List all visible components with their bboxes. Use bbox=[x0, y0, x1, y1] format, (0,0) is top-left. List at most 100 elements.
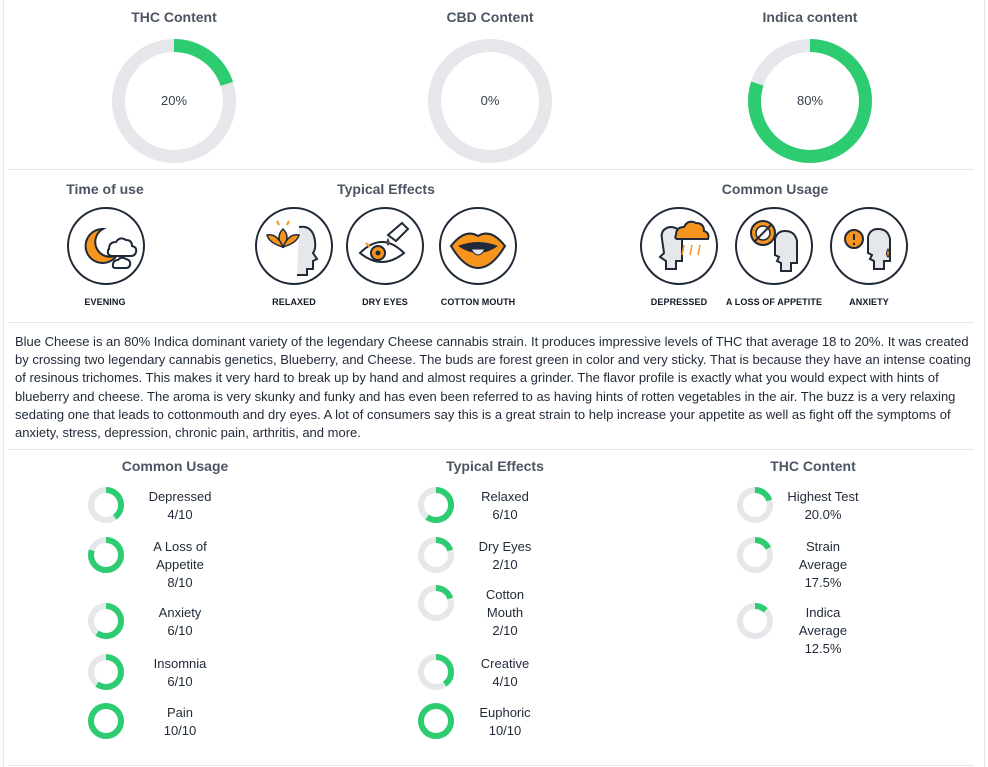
rating-ring-svg bbox=[88, 703, 124, 739]
rating-value: 2/10 bbox=[492, 557, 518, 572]
rating-label: Cotton Mouth 2/10 bbox=[455, 586, 555, 640]
rating-ring bbox=[737, 603, 773, 639]
cbd-percent: 0% bbox=[480, 93, 500, 108]
rating-ring-svg bbox=[418, 703, 454, 739]
big-ring-1-track bbox=[428, 39, 552, 163]
dry-eyes-icon-circle bbox=[346, 207, 424, 285]
strain-description: Blue Cheese is an 80% Indica dominant va… bbox=[15, 334, 971, 441]
divider-2 bbox=[8, 322, 974, 323]
rating-name: Average bbox=[798, 623, 848, 638]
rating-value: 4/10 bbox=[167, 507, 193, 522]
depressed-label: DEPRESSED bbox=[650, 297, 708, 307]
rating-ring-fill bbox=[88, 703, 124, 739]
anxiety-icon-circle bbox=[830, 207, 908, 285]
rating-ring bbox=[88, 487, 124, 523]
rating-name: Relaxed bbox=[481, 489, 529, 504]
ratings-typical-effects-title: Typical Effects bbox=[446, 458, 544, 474]
rating-ring-fill bbox=[737, 487, 773, 523]
ratings-common-usage-title: Common Usage bbox=[121, 458, 229, 474]
rating-ring-svg bbox=[418, 487, 454, 523]
common-usage-icons-title: Common Usage bbox=[721, 181, 829, 197]
indica-content-title: Indica content bbox=[762, 9, 858, 25]
rating-value: 10/10 bbox=[488, 723, 522, 738]
rating-value: 20.0% bbox=[804, 507, 842, 522]
typical-effects-icons-title: Typical Effects bbox=[337, 181, 435, 197]
cotton-mouth-label: COTTON MOUTH bbox=[440, 297, 516, 307]
relaxed-label: RELAXED bbox=[272, 297, 316, 307]
rating-label: Euphoric 10/10 bbox=[455, 704, 555, 740]
no-food-head-icon bbox=[750, 220, 798, 272]
big-ring-0-fill bbox=[112, 39, 236, 163]
cbd-donut: 0% bbox=[428, 39, 552, 163]
cbd-content-title: CBD Content bbox=[446, 9, 534, 25]
time-of-use-title: Time of use bbox=[66, 181, 144, 197]
rating-value: 6/10 bbox=[492, 507, 518, 522]
rating-name: Euphoric bbox=[479, 705, 531, 720]
rating-label: Creative 4/10 bbox=[455, 655, 555, 691]
cotton-mouth-icon-circle bbox=[439, 207, 517, 285]
evening-icon-circle bbox=[67, 207, 145, 285]
rating-ring bbox=[88, 603, 124, 639]
lotus-head-icon bbox=[266, 220, 319, 276]
rating-ring-svg bbox=[737, 603, 773, 639]
rating-name: Cotton bbox=[485, 587, 525, 602]
thc-content-title: THC Content bbox=[131, 9, 217, 25]
rating-ring-fill bbox=[418, 703, 454, 739]
rating-name: Anxiety bbox=[158, 605, 202, 620]
rating-ring-fill bbox=[418, 585, 454, 621]
rating-ring-fill bbox=[88, 603, 124, 639]
moon-cloud-icon bbox=[84, 227, 138, 269]
rating-name: Highest Test bbox=[787, 489, 859, 504]
rating-label: A Loss of Appetite 8/10 bbox=[130, 538, 230, 592]
rating-ring bbox=[418, 487, 454, 523]
rating-name: Pain bbox=[166, 705, 194, 720]
thc-donut: 20% bbox=[112, 39, 236, 163]
rating-ring bbox=[418, 703, 454, 739]
rating-ring-svg bbox=[88, 537, 124, 573]
rating-value: 8/10 bbox=[167, 575, 193, 590]
big-ring-2 bbox=[748, 39, 872, 163]
rating-value: 4/10 bbox=[492, 674, 518, 689]
rating-ring-svg bbox=[418, 654, 454, 690]
rating-label: Insomnia 6/10 bbox=[130, 655, 230, 691]
page-frame bbox=[3, 0, 985, 767]
rating-value: 17.5% bbox=[804, 575, 842, 590]
rating-ring-svg bbox=[737, 487, 773, 523]
rating-ring-svg bbox=[418, 585, 454, 621]
rating-ring-fill bbox=[88, 487, 124, 523]
rating-ring-fill bbox=[737, 537, 773, 573]
anxious-head-icon bbox=[844, 227, 891, 270]
rating-label: Dry Eyes 2/10 bbox=[455, 538, 555, 574]
rating-ring bbox=[418, 654, 454, 690]
rating-label: Pain 10/10 bbox=[130, 704, 230, 740]
rating-label: Highest Test 20.0% bbox=[773, 488, 873, 524]
divider-3 bbox=[8, 449, 974, 450]
rating-ring-fill bbox=[418, 487, 454, 523]
rating-name: Mouth bbox=[486, 605, 524, 620]
rating-ring-fill bbox=[88, 537, 124, 573]
rating-name: Depressed bbox=[148, 489, 212, 504]
indica-percent: 80% bbox=[796, 93, 824, 108]
rating-ring bbox=[418, 585, 454, 621]
loss-of-appetite-label: A LOSS OF APPETITE bbox=[725, 297, 823, 307]
rating-ring bbox=[88, 703, 124, 739]
divider-1 bbox=[8, 169, 974, 170]
rating-value: 2/10 bbox=[492, 623, 518, 638]
mouth-icon bbox=[449, 232, 507, 270]
rating-value: 10/10 bbox=[163, 723, 197, 738]
rating-value: 6/10 bbox=[167, 623, 193, 638]
big-ring-0 bbox=[112, 39, 236, 163]
rating-value: 12.5% bbox=[804, 641, 842, 656]
rating-ring bbox=[737, 487, 773, 523]
rating-ring-fill bbox=[418, 537, 454, 573]
rating-label: Relaxed 6/10 bbox=[455, 488, 555, 524]
rating-ring-svg bbox=[88, 603, 124, 639]
rating-ring bbox=[418, 537, 454, 573]
rating-label: Depressed 4/10 bbox=[130, 488, 230, 524]
dry-eyes-label: DRY EYES bbox=[362, 297, 408, 307]
rating-name: Dry Eyes bbox=[478, 539, 532, 554]
thc-percent: 20% bbox=[160, 93, 188, 108]
depressed-icon-circle bbox=[640, 207, 718, 285]
rating-name: Appetite bbox=[156, 557, 204, 572]
rating-name: Indica bbox=[805, 605, 841, 620]
